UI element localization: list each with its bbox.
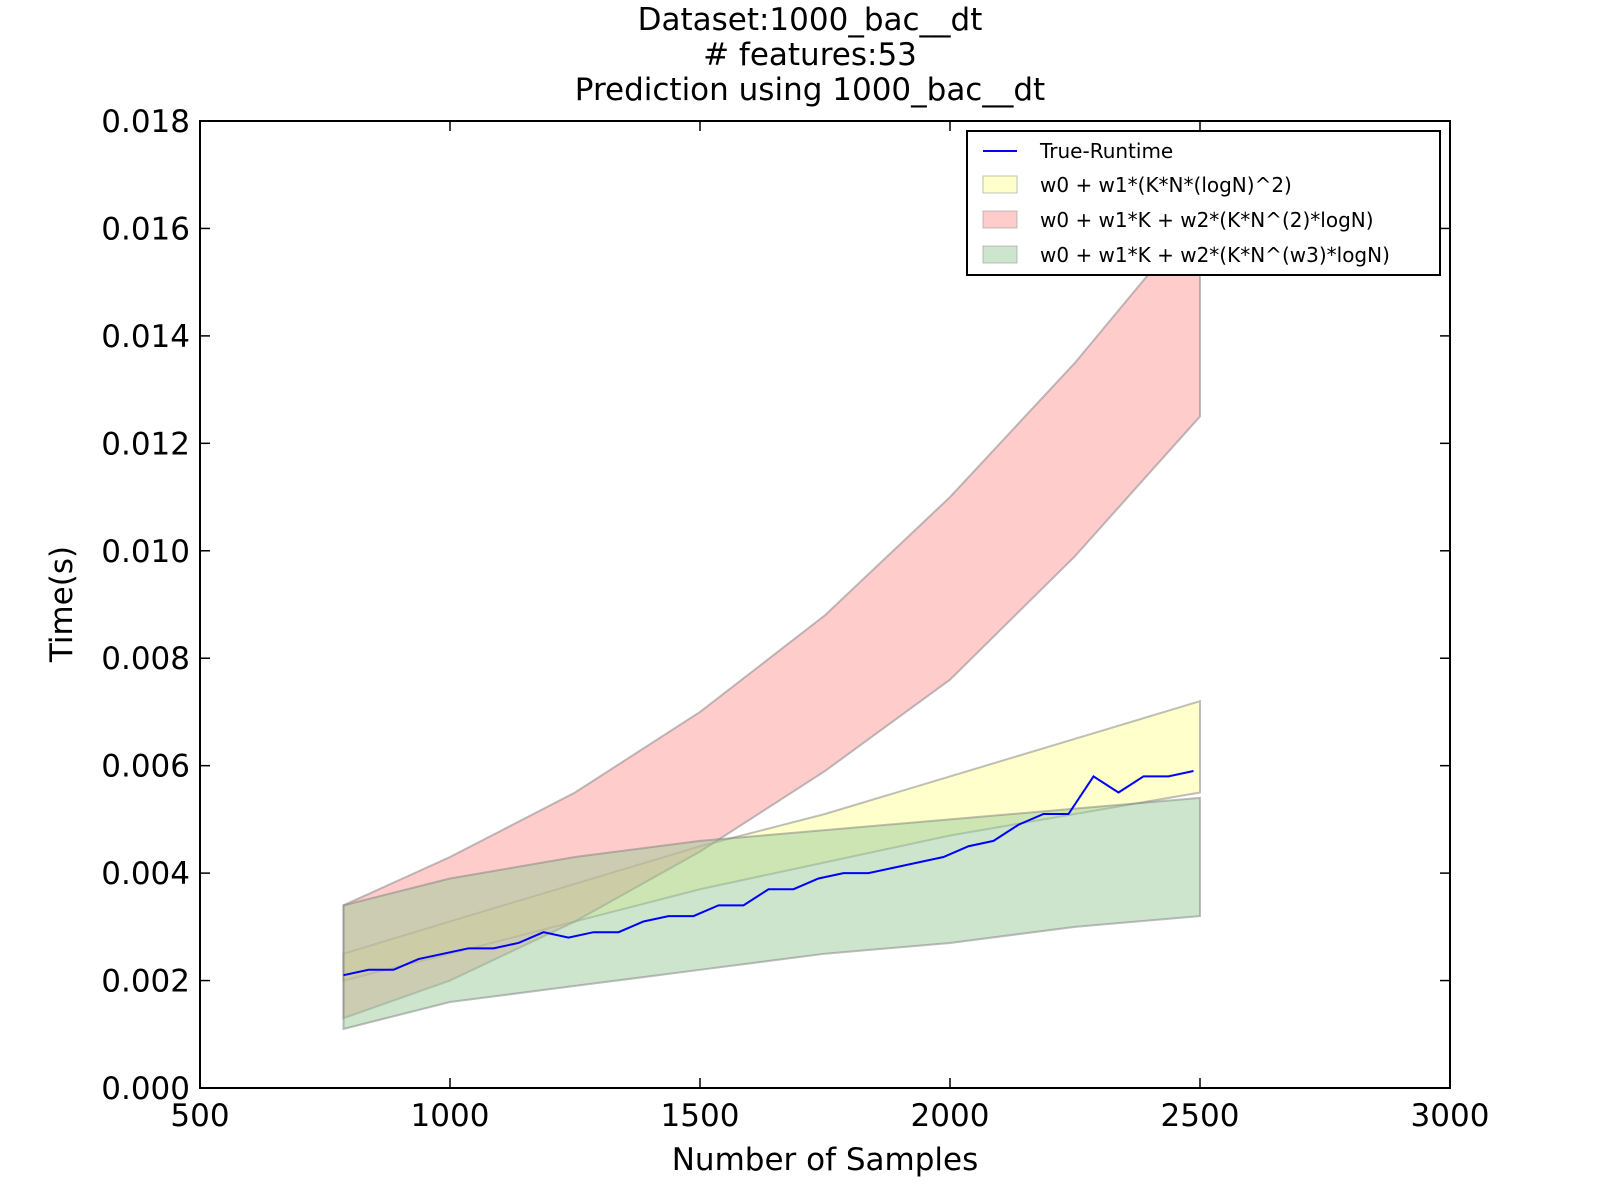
y-tick-label: 0.006 (101, 749, 190, 785)
y-tick-label: 0.002 (101, 964, 190, 1000)
chart-title-line-1: Dataset:1000_bac__dt (638, 2, 983, 38)
y-tick-label: 0.016 (101, 211, 190, 247)
y-tick-label: 0.000 (101, 1071, 190, 1107)
legend-label-band-3: w0 + w1*K + w2*(K*N^(w3)*logN) (1040, 243, 1390, 267)
chart-title-line-3: Prediction using 1000_bac__dt (575, 72, 1045, 108)
x-tick-label: 3000 (1411, 1098, 1490, 1134)
x-tick-label: 1000 (411, 1098, 490, 1134)
y-tick-label: 0.008 (101, 641, 190, 677)
legend-label-band-2: w0 + w1*K + w2*(K*N^(2)*logN) (1040, 208, 1374, 232)
y-tick-label: 0.014 (101, 319, 190, 355)
axes-frame (199, 120, 1451, 1089)
legend-swatch-band-1 (982, 175, 1018, 194)
x-tick-label: 2500 (1161, 1098, 1240, 1134)
y-axis-label: Time(s) (44, 546, 80, 663)
axis-ticks: 500 1000 1500 2000 2500 3000 0.000 0.002 0.004 0.… (101, 104, 1489, 1134)
x-tick-label: 2000 (911, 1098, 990, 1134)
plot-area (342, 209, 1201, 1031)
legend-label-band-1: w0 + w1*(K*N*(logN)^2) (1040, 173, 1292, 197)
y-tick-label: 0.018 (101, 104, 190, 140)
true-runtime-line (343, 770, 1194, 977)
legend-label-true-runtime: True-Runtime (1039, 139, 1173, 163)
y-tick-label: 0.004 (101, 856, 190, 892)
confidence-band-3 (342, 796, 1201, 1031)
chart-title-line-2: # features:53 (703, 37, 917, 73)
x-tick-label: 500 (170, 1098, 229, 1134)
y-tick-label: 0.012 (101, 426, 190, 462)
x-tick-label: 1500 (661, 1098, 740, 1134)
legend-swatch-band-3 (982, 245, 1018, 264)
y-tick-label: 0.010 (101, 534, 190, 570)
legend-swatch-band-2 (982, 210, 1018, 229)
legend-box (966, 130, 1441, 276)
x-axis-label: Number of Samples (672, 1142, 979, 1178)
legend: True-Runtime w0 + w1*(K*N*(logN)^2) w0 +… (966, 130, 1441, 276)
